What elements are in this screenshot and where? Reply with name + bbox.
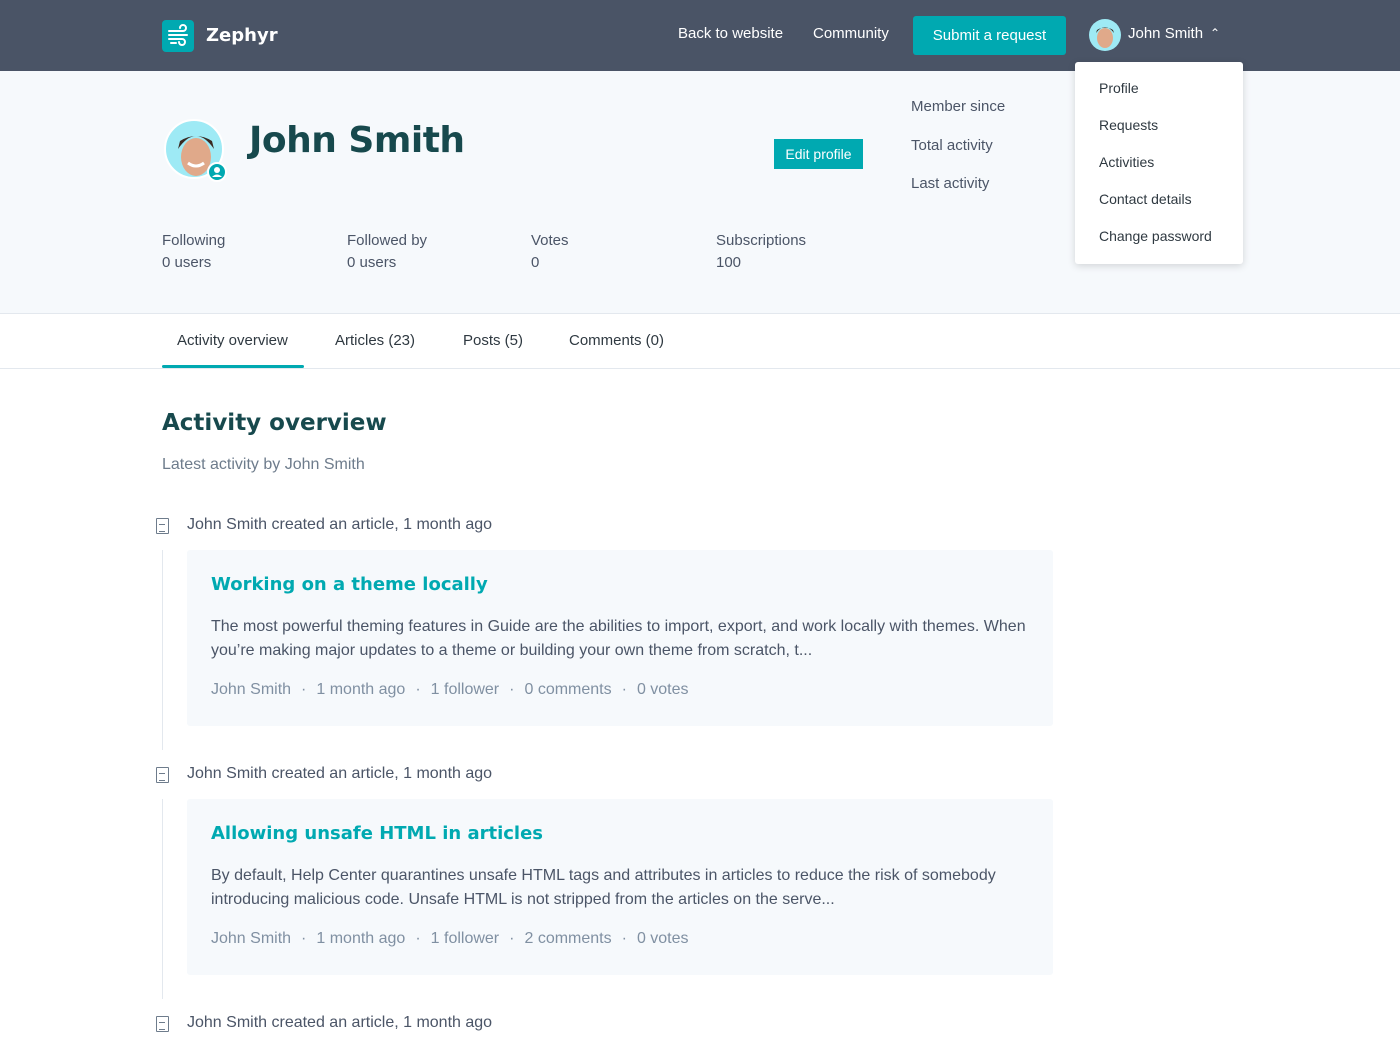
chevron-up-icon[interactable]: ⌃	[1210, 26, 1221, 40]
profile-tabs: Activity overview Articles (23) Posts (5…	[0, 314, 1400, 369]
article-excerpt: By default, Help Center quarantines unsa…	[211, 867, 996, 908]
article-card: Working on a theme locally The most powe…	[187, 550, 1053, 726]
stat-value: 0	[531, 254, 540, 271]
article-meta: John Smith · 1 month ago · 1 follower · 0 comm…	[211, 681, 689, 698]
total-activity-label: Total activity	[911, 137, 993, 154]
stat-label: Votes	[531, 232, 569, 249]
meta-votes: 0 votes	[636, 681, 689, 698]
user-avatar[interactable]	[1089, 19, 1121, 51]
meta-date: 1 month ago	[316, 681, 406, 698]
stat-votes: Votes 0	[531, 230, 569, 274]
document-icon	[156, 1016, 169, 1032]
community-link[interactable]: Community	[813, 25, 889, 42]
stat-following: Following 0 users	[162, 230, 225, 274]
stat-value[interactable]: 0 users	[162, 254, 212, 271]
article-title-link[interactable]: Allowing unsafe HTML in articles	[211, 823, 543, 844]
activity-event: John Smith created an article, 1 month a…	[187, 765, 493, 782]
meta-followers: 1 follower	[430, 681, 500, 698]
edit-profile-button[interactable]: Edit profile	[774, 139, 863, 169]
timeline-line	[162, 550, 163, 750]
article-meta: John Smith · 1 month ago · 1 follower · 2 comm…	[211, 930, 689, 947]
activity-event: John Smith created an article, 1 month a…	[187, 1014, 493, 1031]
user-badge-icon	[207, 162, 227, 182]
meta-author[interactable]: John Smith	[211, 930, 292, 947]
meta-votes: 0 votes	[636, 930, 689, 947]
section-subtitle: Latest activity by John Smith	[162, 456, 365, 473]
back-to-website-link[interactable]: Back to website	[678, 25, 784, 42]
menu-item-activities[interactable]: Activities	[1099, 154, 1155, 170]
stat-label: Followed by	[347, 232, 428, 249]
tab-posts[interactable]: Posts (5)	[463, 332, 524, 349]
profile-name: John Smith	[249, 120, 465, 161]
menu-item-contact-details[interactable]: Contact details	[1099, 191, 1192, 207]
timeline-line	[162, 799, 163, 999]
member-since-label: Member since	[911, 98, 1006, 115]
section-title: Activity overview	[162, 410, 387, 436]
tab-articles[interactable]: Articles (23)	[335, 332, 416, 349]
tab-comments[interactable]: Comments (0)	[569, 332, 665, 349]
menu-item-requests[interactable]: Requests	[1099, 117, 1159, 133]
tab-activity-overview[interactable]: Activity overview	[177, 332, 288, 349]
menu-item-profile[interactable]: Profile	[1099, 80, 1139, 96]
stat-label: Following	[162, 232, 226, 249]
meta-comments: 2 comments	[524, 930, 612, 947]
article-title-link[interactable]: Working on a theme locally	[211, 574, 488, 595]
stat-value[interactable]: 100	[716, 254, 742, 271]
article-excerpt: The most powerful theming features in Gu…	[211, 618, 1026, 659]
user-menu-toggle[interactable]: John Smith	[1128, 25, 1204, 42]
stat-label: Subscriptions	[716, 232, 807, 249]
last-activity-label: Last activity	[911, 175, 990, 192]
stat-value[interactable]: 0 users	[347, 254, 397, 271]
article-card: Allowing unsafe HTML in articles By defa…	[187, 799, 1053, 975]
menu-item-change-password[interactable]: Change password	[1099, 228, 1212, 244]
zephyr-logo-icon[interactable]	[162, 20, 194, 52]
active-tab-indicator	[162, 365, 304, 368]
user-dropdown-menu: Profile Requests Activities Contact deta…	[1075, 62, 1243, 264]
top-header: Zephyr Back to website Community Submit …	[0, 0, 1400, 71]
submit-request-button[interactable]: Submit a request	[913, 16, 1066, 55]
meta-followers: 1 follower	[430, 930, 500, 947]
stat-followed-by: Followed by 0 users	[347, 230, 427, 274]
meta-author[interactable]: John Smith	[211, 681, 292, 698]
meta-date: 1 month ago	[316, 930, 406, 947]
stat-subscriptions: Subscriptions 100	[716, 230, 806, 274]
activity-event: John Smith created an article, 1 month a…	[187, 516, 493, 533]
document-icon	[156, 518, 169, 534]
brand-name[interactable]: Zephyr	[206, 25, 278, 46]
document-icon	[156, 767, 169, 783]
meta-comments: 0 comments	[524, 681, 612, 698]
